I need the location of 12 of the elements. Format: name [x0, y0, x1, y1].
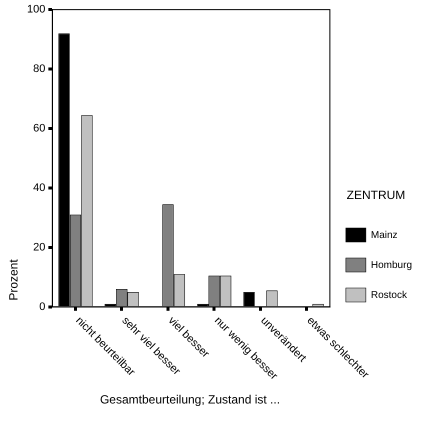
y-tick-label: 100: [26, 4, 46, 16]
y-tick-label: 60: [33, 122, 46, 135]
legend-label: Mainz: [370, 230, 398, 241]
y-axis-title: Prozent: [6, 258, 20, 301]
y-tick-label: 40: [33, 182, 46, 194]
legend-title: ZENTRUM: [346, 188, 406, 202]
x-axis-title: Gesamtbeurteilung; Zustand ist ...: [100, 392, 280, 406]
y-tick-label: 20: [33, 241, 46, 254]
legend-label: Homburg: [370, 260, 412, 271]
legend-label: Rostock: [370, 290, 408, 301]
y-tick-label: 0: [39, 300, 46, 313]
y-tick-label: 80: [33, 63, 46, 76]
